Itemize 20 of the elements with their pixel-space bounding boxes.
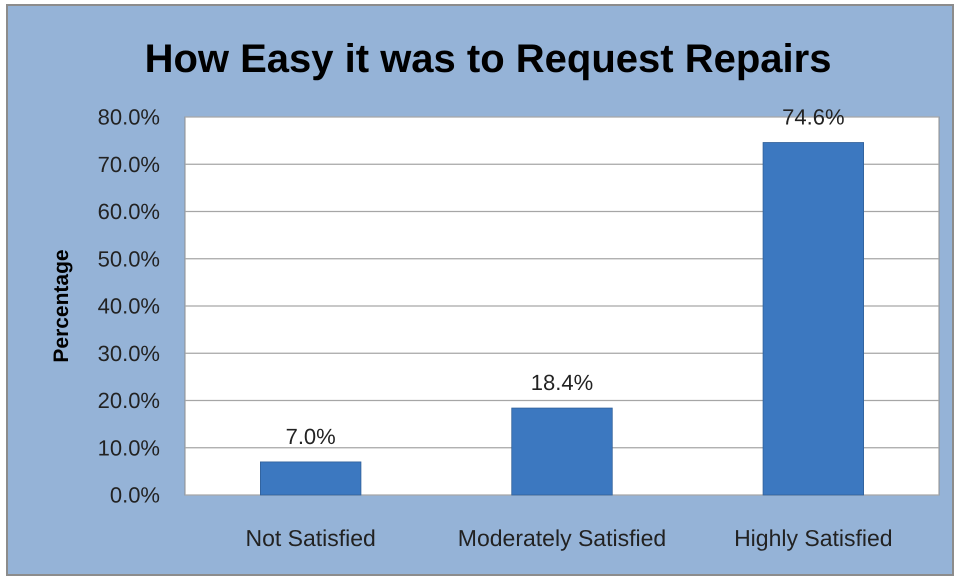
y-tick-label: 20.0% (98, 388, 160, 414)
bar (511, 408, 613, 496)
x-tick-label: Not Satisfied (245, 525, 376, 551)
y-tick-label: 40.0% (98, 294, 160, 319)
x-tick-label: Highly Satisfied (734, 525, 893, 551)
chart-title: How Easy it was to Request Repairs (144, 37, 832, 81)
x-tick-label: Moderately Satisfied (458, 525, 666, 551)
data-label: 18.4% (530, 370, 594, 396)
y-tick-label: 70.0% (98, 152, 160, 177)
y-tick-label: 0.0% (110, 482, 160, 508)
y-tick-label: 80.0% (98, 104, 160, 130)
y-tick-label: 10.0% (98, 435, 160, 460)
data-label: 74.6% (782, 104, 845, 130)
y-tick-label: 50.0% (98, 246, 160, 272)
bar (260, 462, 362, 496)
data-label: 7.0% (286, 424, 336, 449)
y-axis-title: Percentage (50, 249, 73, 363)
y-tick-label: 60.0% (98, 199, 160, 224)
bar (762, 142, 864, 496)
y-tick-label: 30.0% (98, 340, 160, 366)
